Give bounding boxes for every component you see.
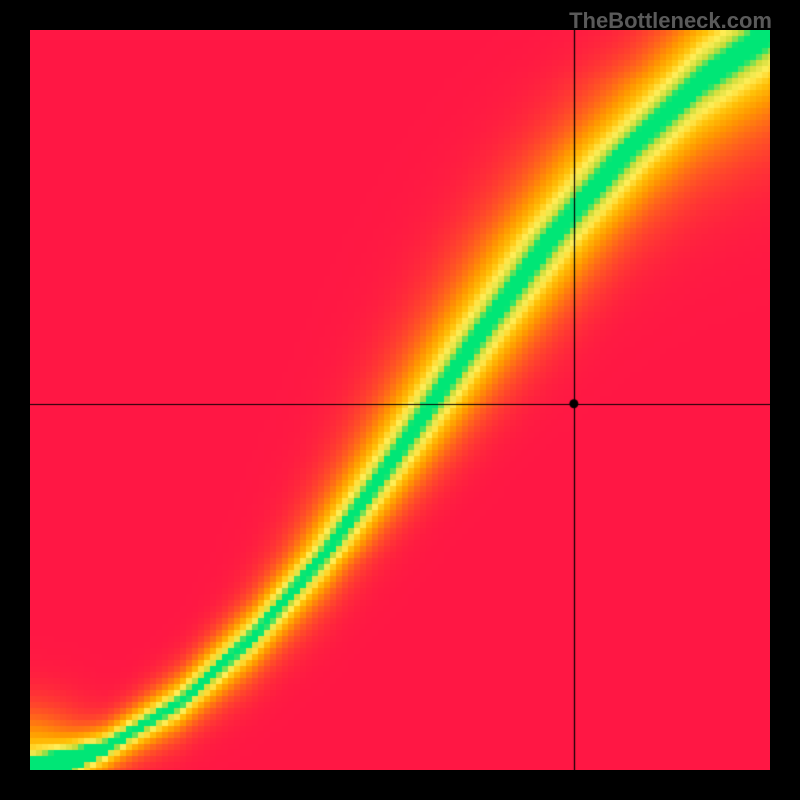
- watermark-label: TheBottleneck.com: [569, 8, 772, 34]
- crosshair-overlay: [30, 30, 770, 770]
